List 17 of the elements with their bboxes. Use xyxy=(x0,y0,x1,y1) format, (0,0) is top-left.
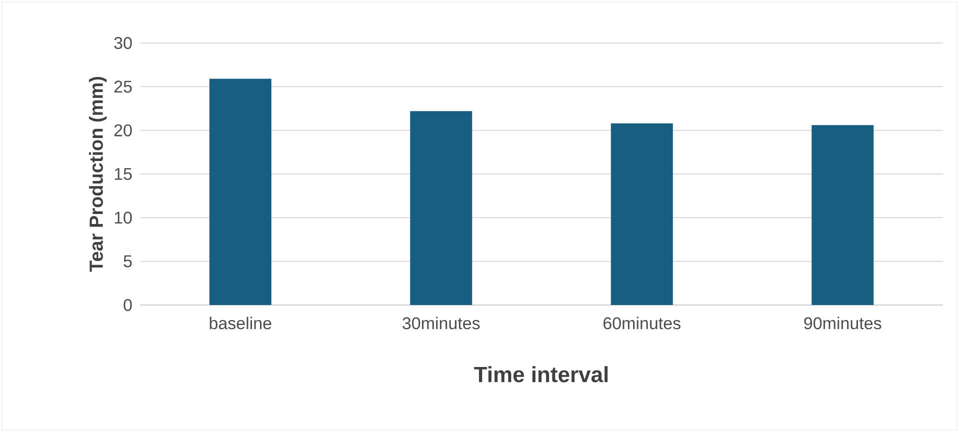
y-tick-label: 20 xyxy=(114,124,132,136)
y-tick-label: 15 xyxy=(114,168,132,180)
x-tick-label: 30minutes xyxy=(402,316,480,330)
y-tick-label: 5 xyxy=(124,255,132,268)
bar xyxy=(812,125,874,305)
y-tick-label: 25 xyxy=(114,80,132,93)
x-axis-title: Time interval xyxy=(474,366,608,382)
y-tick-label: 10 xyxy=(114,212,132,224)
bar xyxy=(410,111,472,305)
y-tick-label: 30 xyxy=(114,36,132,50)
bar xyxy=(209,78,272,305)
bar xyxy=(610,123,673,305)
x-tick-label: baseline xyxy=(210,316,272,330)
y-tick-label: 0 xyxy=(124,298,132,312)
x-tick-label: 90minutes xyxy=(804,316,882,330)
x-tick-label: 60minutes xyxy=(604,316,680,330)
y-axis-title: Tear Production (mm) xyxy=(88,76,107,272)
